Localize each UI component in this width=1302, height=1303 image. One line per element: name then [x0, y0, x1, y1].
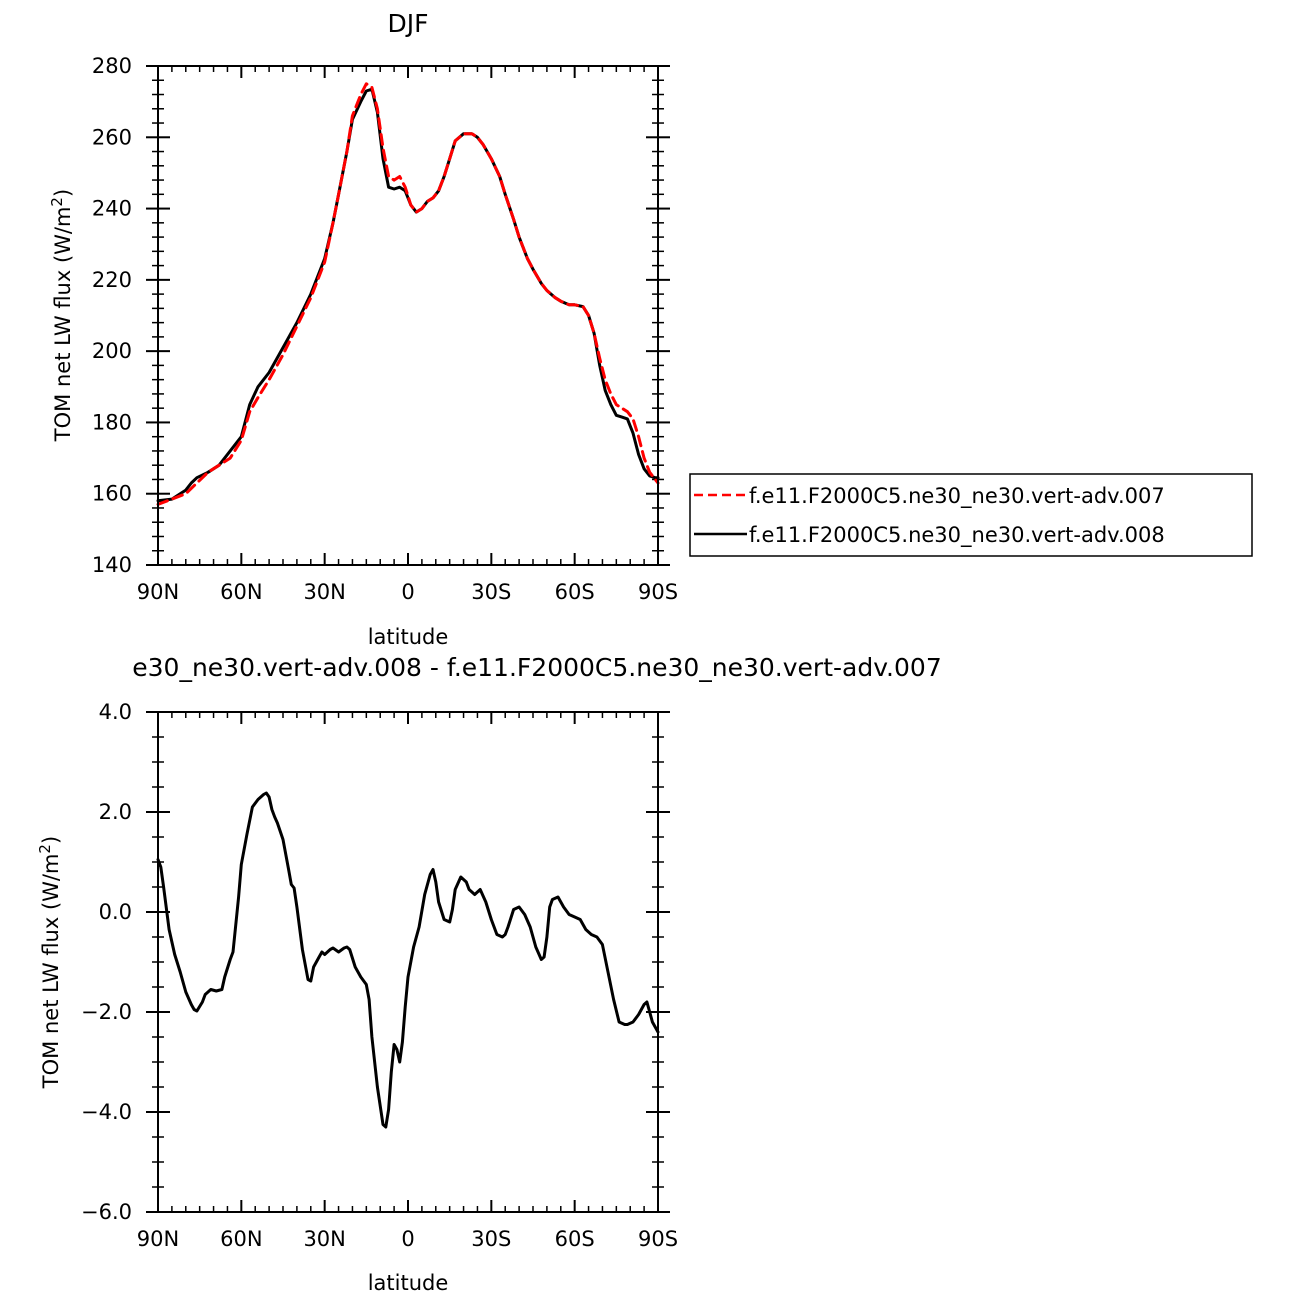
top-x-tick-label: 90S	[638, 580, 678, 604]
bottom-plot-frame	[157, 711, 659, 1213]
legend-label-series-007: f.e11.F2000C5.ne30_ne30.vert-adv.007	[749, 484, 1165, 509]
bottom-y-tick-label: −6.0	[81, 1200, 132, 1224]
bottom-y-tick-label: 0.0	[99, 900, 132, 924]
bottom-y-tick-label: 4.0	[99, 700, 132, 724]
bottom-x-tick-label: 60N	[220, 1227, 262, 1251]
bottom-x-tick-label: 30S	[471, 1227, 511, 1251]
top-y-tick-label: 240	[92, 197, 132, 221]
bottom-y-tick-label: −4.0	[81, 1100, 132, 1124]
bottom-x-tick-label: 90S	[638, 1227, 678, 1251]
top-y-tick-label: 180	[92, 410, 132, 434]
top-x-tick-label: 60S	[555, 580, 595, 604]
top-y-tick-label: 260	[92, 125, 132, 149]
top-series-line-1	[156, 82, 660, 506]
bottom-y-axis-title: TOM net LW flux (W/m2)	[36, 836, 63, 1089]
top-chart-title: DJF	[387, 9, 428, 38]
top-y-tick-label: 160	[92, 482, 132, 506]
legend-label-series-008: f.e11.F2000C5.ne30_ne30.vert-adv.008	[749, 523, 1165, 548]
bottom-y-tick-label: 2.0	[99, 800, 132, 824]
top-x-tick-label: 90N	[137, 580, 179, 604]
legend-frame	[689, 473, 1253, 557]
top-x-tick-label: 60N	[220, 580, 262, 604]
bottom-x-tick-label: 30N	[303, 1227, 345, 1251]
bottom-x-axis-title: latitude	[368, 1271, 449, 1295]
top-x-tick-label: 0	[401, 580, 414, 604]
top-y-tick-label: 280	[92, 54, 132, 78]
bottom-chart-title: e30_ne30.vert-adv.008 - f.e11.F2000C5.ne…	[132, 653, 941, 682]
top-x-axis-title: latitude	[368, 625, 449, 649]
top-x-tick-label: 30N	[303, 580, 345, 604]
top-y-tick-label: 220	[92, 268, 132, 292]
bottom-series-line-1	[156, 791, 660, 1129]
top-y-axis-title: TOM net LW flux (W/m2)	[48, 189, 75, 442]
top-y-tick-label: 140	[92, 553, 132, 577]
top-x-tick-label: 30S	[471, 580, 511, 604]
bottom-x-tick-label: 90N	[137, 1227, 179, 1251]
bottom-y-tick-label: −2.0	[81, 1000, 132, 1024]
top-panel: DJF 90N 60N 30N 0 30S 60S 90S 140 160 180 200 220 24…	[48, 9, 678, 649]
legend: f.e11.F2000C5.ne30_ne30.vert-adv.007 f.e…	[689, 473, 1253, 557]
bottom-x-tick-label: 60S	[555, 1227, 595, 1251]
bottom-panel: e30_ne30.vert-adv.008 - f.e11.F2000C5.ne…	[36, 653, 942, 1295]
top-y-tick-label: 200	[92, 339, 132, 363]
bottom-x-tick-label: 0	[401, 1227, 414, 1251]
top-plot-frame	[157, 65, 659, 566]
